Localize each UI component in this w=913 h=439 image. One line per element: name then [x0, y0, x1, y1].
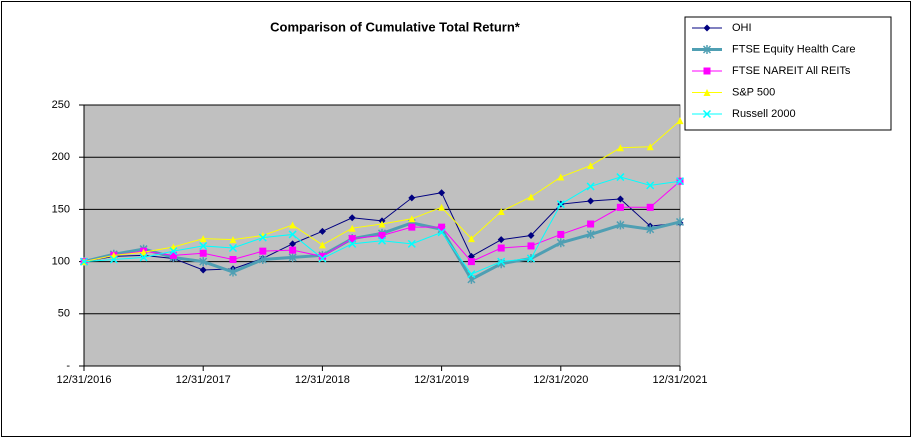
- marker: [616, 220, 625, 230]
- marker: [139, 253, 148, 262]
- marker: [557, 230, 565, 238]
- marker: [318, 227, 326, 235]
- marker: [289, 246, 297, 254]
- marker: [378, 220, 386, 228]
- marker: [586, 229, 595, 239]
- marker: [586, 182, 595, 191]
- legend-label: Russell 2000: [732, 108, 796, 120]
- marker: [703, 67, 711, 75]
- marker: [703, 24, 711, 32]
- marker: [497, 207, 505, 215]
- marker: [348, 239, 357, 248]
- marker: [556, 238, 565, 248]
- marker: [616, 173, 625, 182]
- legend-label: FTSE Equity Health Care: [732, 43, 856, 55]
- marker: [438, 203, 446, 211]
- marker: [79, 257, 89, 266]
- marker: [199, 249, 207, 257]
- marker: [169, 251, 177, 259]
- marker: [438, 223, 446, 231]
- legend-label: S&P 500: [732, 86, 775, 98]
- x-tick-label: 12/31/2016: [56, 374, 111, 386]
- marker: [228, 243, 238, 253]
- marker: [646, 203, 654, 211]
- marker: [408, 215, 416, 223]
- marker: [229, 236, 237, 244]
- marker: [109, 255, 118, 264]
- marker: [348, 224, 356, 232]
- marker: [646, 181, 655, 190]
- marker: [527, 232, 535, 239]
- marker: [377, 236, 387, 245]
- marker: [289, 221, 297, 229]
- legend: [684, 16, 892, 131]
- marker: [587, 220, 595, 228]
- marker: [199, 235, 207, 243]
- marker: [497, 236, 505, 244]
- marker: [526, 254, 536, 263]
- y-tick-label: -: [66, 360, 70, 372]
- marker: [702, 109, 712, 119]
- marker: [676, 117, 684, 125]
- marker: [169, 247, 178, 256]
- marker: [437, 228, 446, 237]
- legend-label: OHI: [732, 22, 752, 34]
- marker: [378, 232, 386, 239]
- marker: [408, 223, 416, 231]
- marker: [289, 240, 297, 248]
- marker: [646, 224, 655, 234]
- marker: [467, 235, 475, 243]
- marker: [348, 214, 356, 222]
- x-tick-label: 12/31/2017: [176, 374, 231, 386]
- marker: [616, 195, 624, 203]
- marker: [703, 89, 711, 96]
- chart-title: Comparison of Cumulative Total Return*: [270, 19, 521, 34]
- marker: [140, 248, 148, 256]
- marker: [318, 252, 326, 260]
- marker: [527, 242, 535, 250]
- y-tick-label: 150: [52, 203, 70, 215]
- marker: [497, 257, 506, 266]
- marker: [646, 143, 654, 151]
- x-tick-label: 12/31/2018: [295, 374, 350, 386]
- marker: [408, 194, 416, 202]
- marker: [467, 270, 476, 279]
- y-tick-label: 250: [52, 99, 70, 111]
- x-tick-label: 12/31/2020: [533, 374, 588, 386]
- marker: [587, 197, 595, 205]
- marker: [348, 235, 356, 243]
- marker: [675, 217, 685, 227]
- marker: [616, 144, 624, 152]
- marker: [259, 247, 267, 255]
- marker: [497, 244, 505, 252]
- marker: [258, 255, 267, 265]
- marker: [318, 241, 326, 249]
- y-tick-label: 200: [52, 151, 70, 163]
- marker: [556, 200, 565, 209]
- marker: [407, 239, 416, 248]
- marker: [318, 254, 327, 263]
- legend-label: FTSE NAREIT All REITs: [732, 65, 851, 77]
- marker: [587, 162, 595, 170]
- marker: [199, 257, 208, 267]
- marker: [199, 241, 208, 250]
- marker: [228, 267, 238, 277]
- marker: [557, 173, 565, 181]
- marker: [288, 230, 297, 239]
- marker: [288, 252, 297, 262]
- x-tick-label: 12/31/2019: [414, 374, 469, 386]
- marker: [527, 193, 535, 201]
- x-tick-label: 12/31/2021: [652, 374, 707, 386]
- y-tick-label: 50: [58, 308, 70, 320]
- marker: [258, 233, 267, 242]
- marker: [438, 189, 446, 197]
- marker: [199, 266, 207, 274]
- marker: [702, 45, 712, 54]
- y-tick-label: 100: [52, 256, 70, 268]
- marker: [675, 177, 685, 186]
- marker: [616, 203, 624, 211]
- marker: [229, 256, 237, 264]
- marker: [467, 258, 475, 266]
